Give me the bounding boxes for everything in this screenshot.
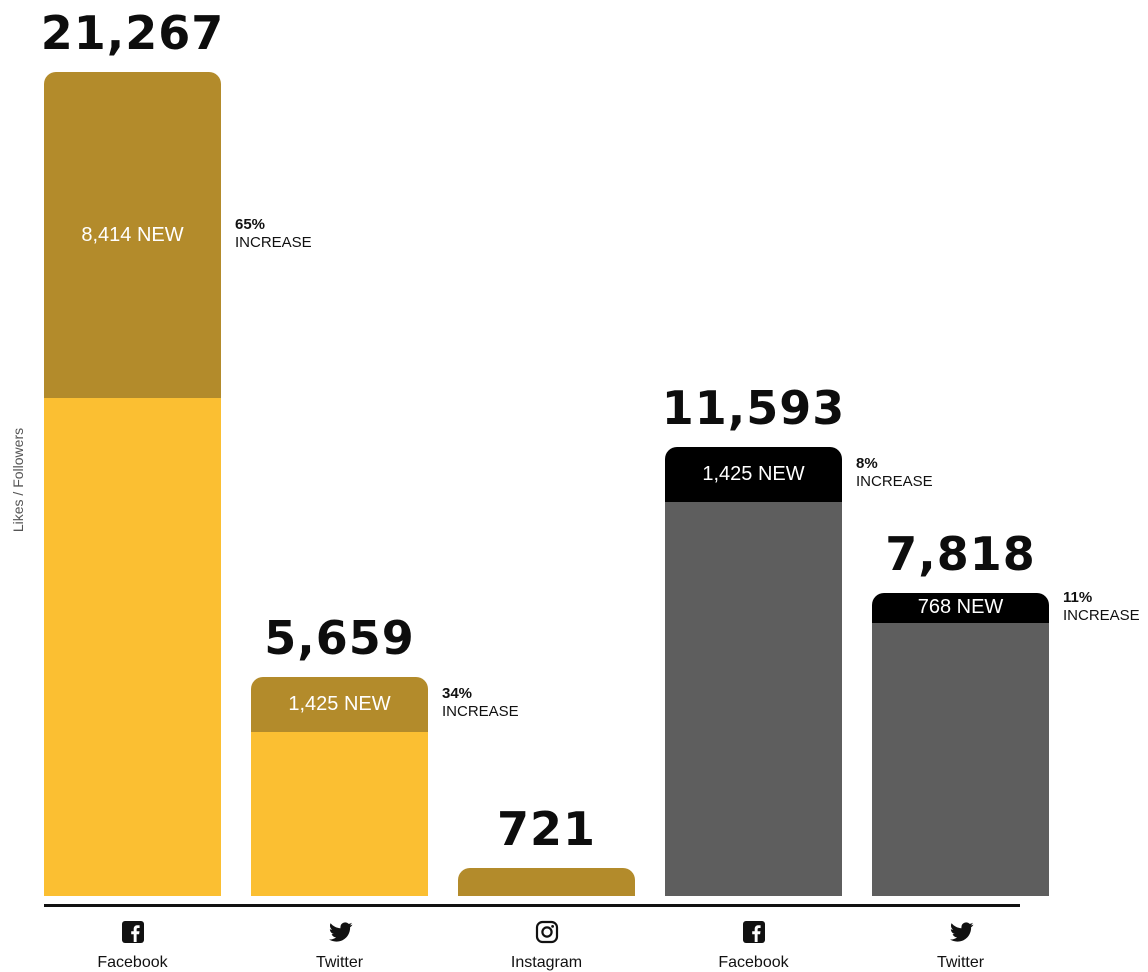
- x-tick-label: Facebook: [684, 954, 824, 972]
- bar-total-label: 11,593: [645, 380, 862, 436]
- bar-base-segment: [251, 732, 428, 896]
- increase-percent: 8%: [856, 455, 933, 473]
- twitter-icon: [328, 920, 352, 944]
- x-tick-label: Facebook: [63, 954, 203, 972]
- instagram-icon: [535, 920, 559, 944]
- bar-increase-annotation: 8% INCREASE: [856, 455, 933, 491]
- bar-total-label: 21,267: [24, 5, 241, 61]
- facebook-icon: [121, 920, 145, 944]
- bar-increase-annotation: 34% INCREASE: [442, 685, 519, 721]
- bar-increase-annotation: 65% INCREASE: [235, 216, 312, 252]
- bar-increase-annotation: 11% INCREASE: [1063, 589, 1140, 625]
- increase-word: INCREASE: [442, 703, 519, 721]
- x-axis-baseline: [44, 904, 1020, 907]
- bar-new-segment: [458, 868, 635, 896]
- bar-total-label: 721: [438, 801, 655, 857]
- bar-base-segment: [872, 623, 1049, 896]
- bar-base-segment: [44, 398, 221, 896]
- increase-word: INCREASE: [1063, 607, 1140, 625]
- increase-percent: 65%: [235, 216, 312, 234]
- increase-percent: 34%: [442, 685, 519, 703]
- bar-new-label: 1,425 NEW: [251, 677, 428, 732]
- facebook-icon: [742, 920, 766, 944]
- twitter-icon: [949, 920, 973, 944]
- bar-new-label: 8,414 NEW: [44, 72, 221, 398]
- bar-total-label: 7,818: [852, 526, 1069, 582]
- increase-word: INCREASE: [856, 473, 933, 491]
- increase-percent: 11%: [1063, 589, 1140, 607]
- x-tick-label: Instagram: [477, 954, 617, 972]
- x-tick-label: Twitter: [270, 954, 410, 972]
- bar-base-segment: [665, 502, 842, 896]
- bar-new-label: 1,425 NEW: [665, 447, 842, 502]
- increase-word: INCREASE: [235, 234, 312, 252]
- bar-new-label: 768 NEW: [872, 593, 1049, 623]
- bar-total-label: 5,659: [231, 610, 448, 666]
- x-tick-label: Twitter: [891, 954, 1031, 972]
